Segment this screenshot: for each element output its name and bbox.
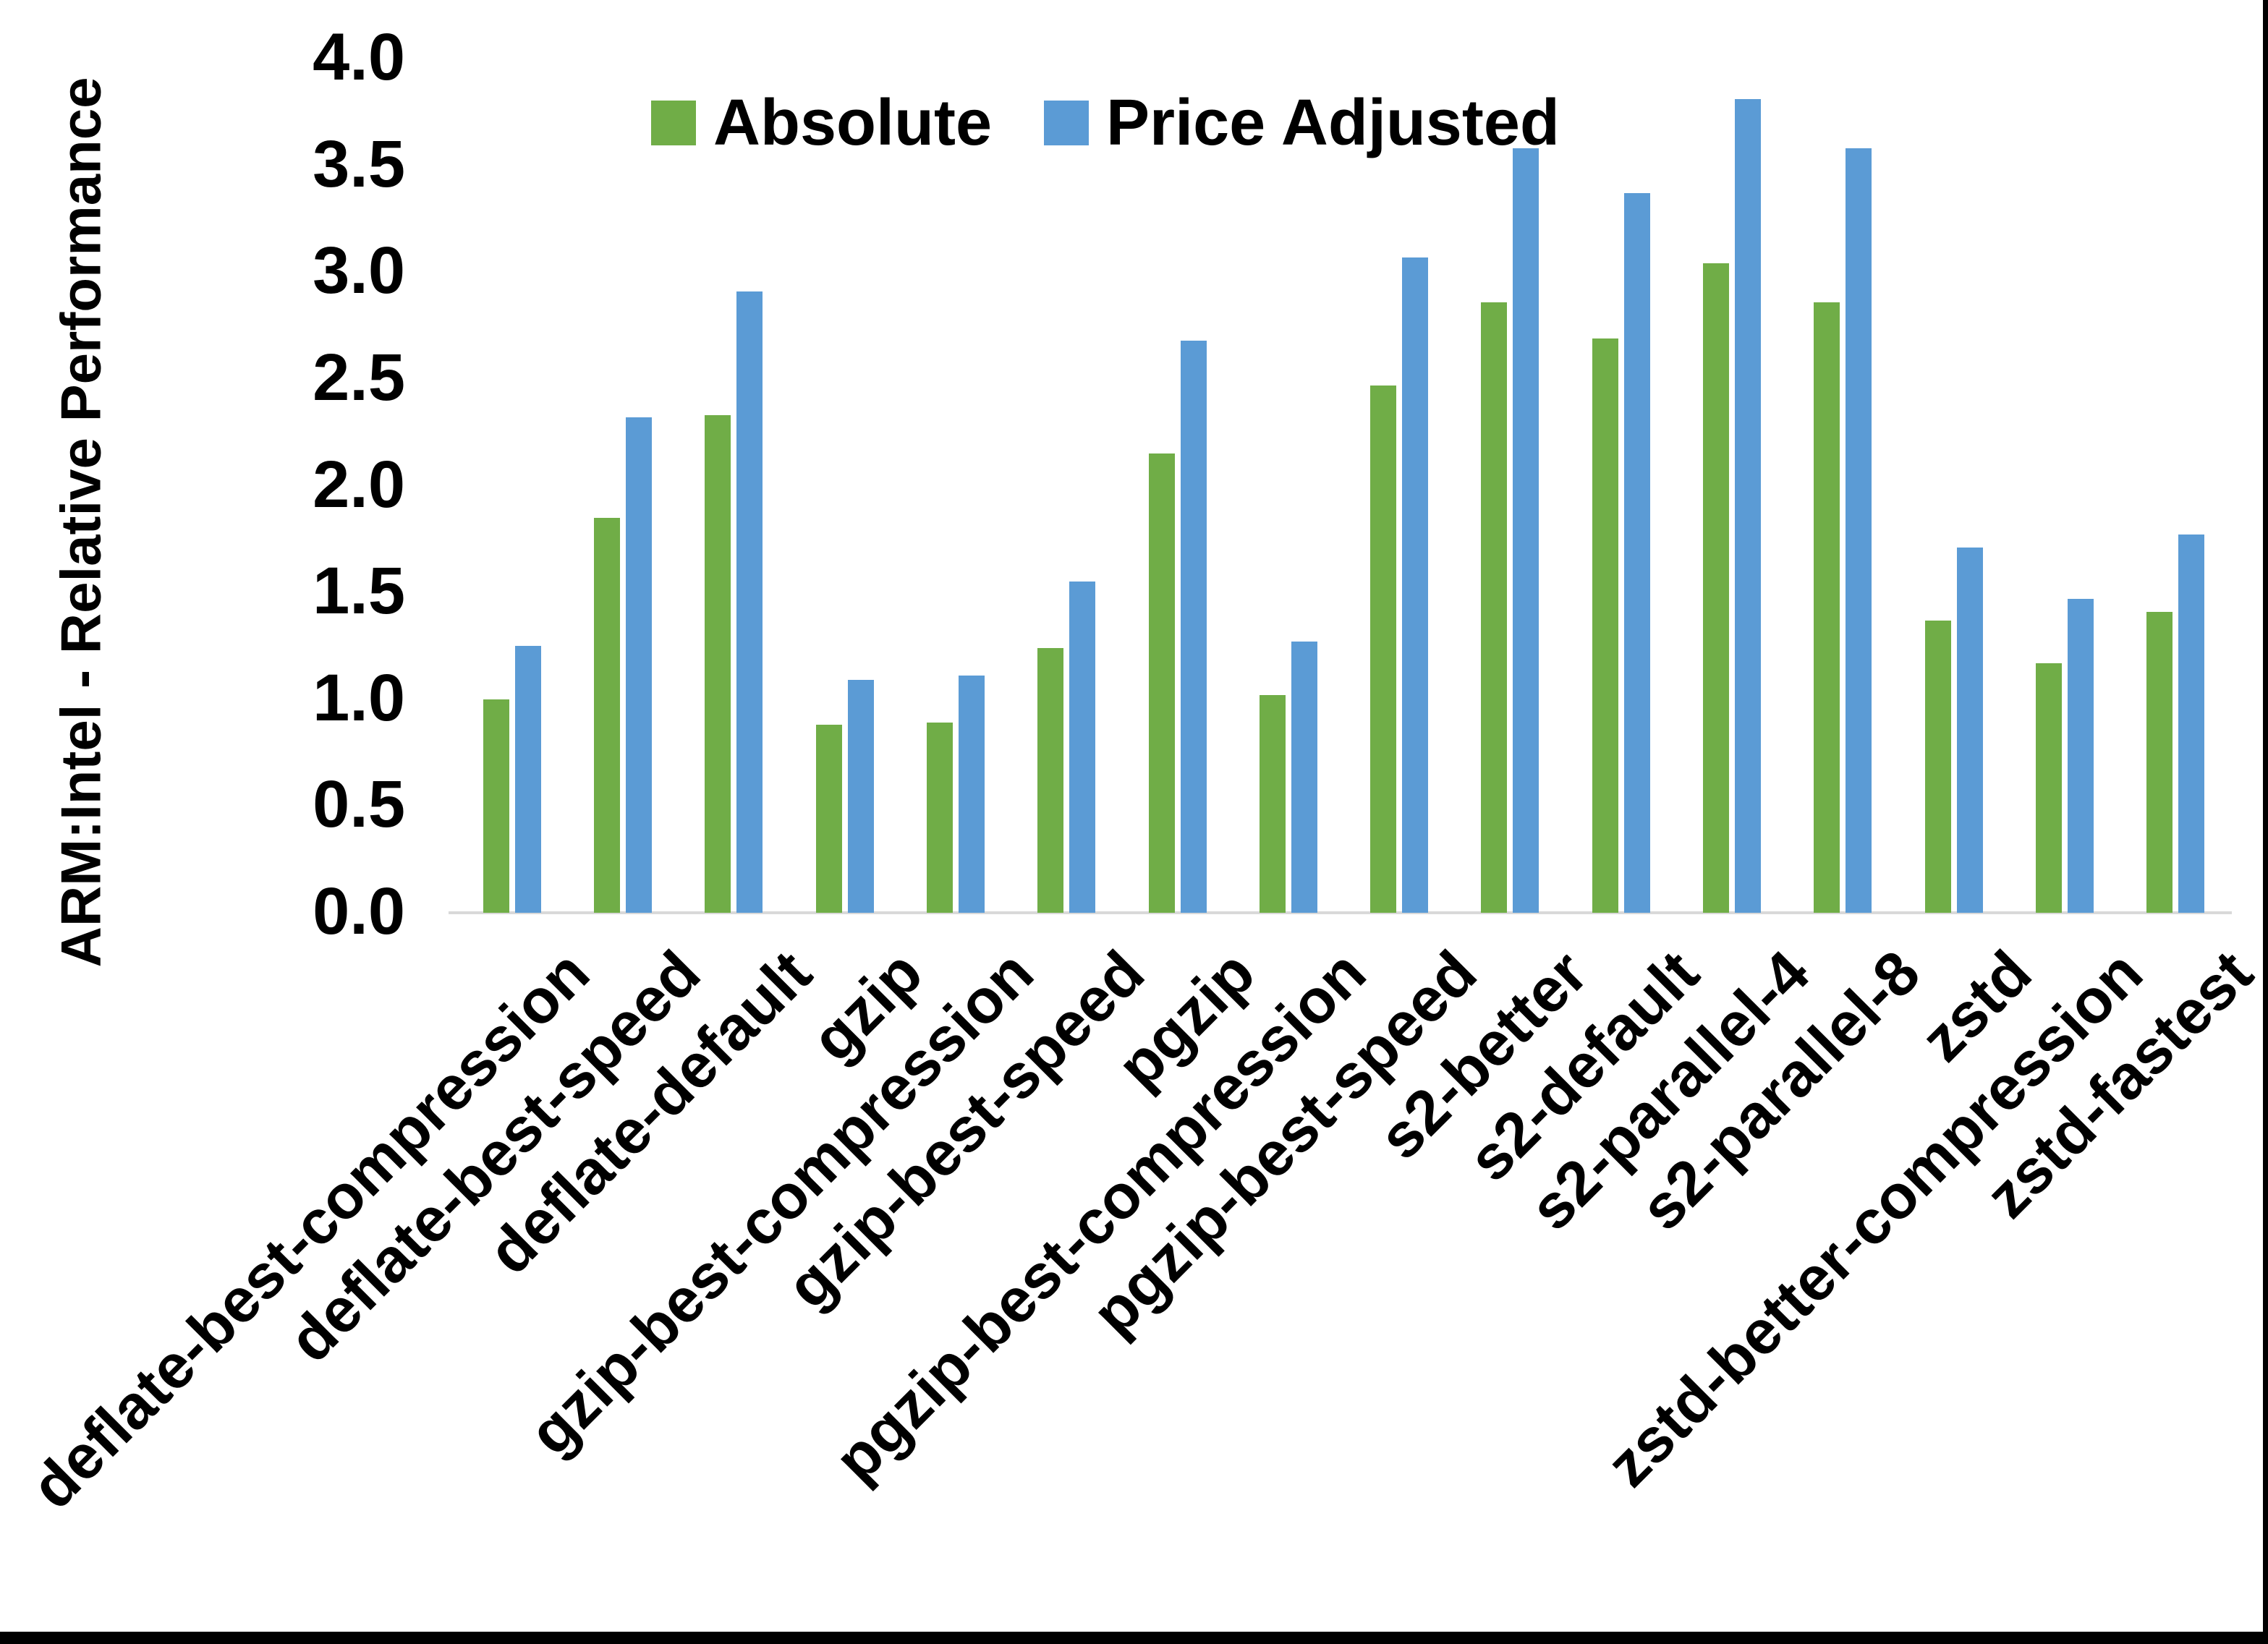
bar-price-adjusted-gzip-best-speed [1069,582,1095,913]
y-axis-tick-label: 2.5 [313,341,405,415]
y-axis-tick-label: 1.0 [313,660,405,735]
legend-item-absolute: Absolute [651,90,992,156]
y-axis-tick-label: 3.0 [313,234,405,308]
bar-absolute-gzip [816,725,842,913]
bar-absolute-s2-parallel-4 [1703,263,1729,913]
bar-absolute-pgzip-best-speed [1370,386,1396,913]
legend-swatch-icon [1044,101,1090,145]
y-axis-tick-label: 0.0 [313,874,405,949]
bar-price-adjusted-zstd-fastest [2178,534,2204,913]
bar-absolute-zstd-better-compression [2036,663,2062,913]
bar-price-adjusted-pgzip [1181,341,1207,913]
bar-absolute-deflate-best-speed [594,518,620,913]
legend-label: Absolute [713,87,993,159]
window-border-bottom [0,1632,2268,1644]
legend-label: Price Adjusted [1106,87,1560,159]
bar-absolute-gzip-best-speed [1037,648,1063,913]
bar-price-adjusted-zstd-better-compression [2068,599,2094,913]
y-axis-title: ARM:Intel - Relative Performance [48,77,113,968]
bar-absolute-pgzip-best-compression [1260,695,1286,913]
y-axis-tick-label: 1.5 [313,554,405,629]
bar-absolute-s2-parallel-8 [1814,302,1840,913]
y-axis-tick-label: 4.0 [313,20,405,95]
legend: Absolute Price Adjusted [651,88,1560,158]
bar-price-adjusted-deflate-best-speed [626,417,652,913]
y-axis-tick-label: 0.5 [313,767,405,842]
bar-absolute-pgzip [1149,453,1175,913]
bar-absolute-s2-better [1481,302,1507,913]
bar-price-adjusted-gzip [848,680,874,913]
bar-price-adjusted-gzip-best-compression [959,676,985,913]
x-axis-line [449,911,2232,914]
bar-price-adjusted-pgzip-best-compression [1291,642,1317,913]
bar-price-adjusted-s2-default [1624,193,1650,913]
bar-price-adjusted-s2-better [1513,148,1539,913]
bar-absolute-deflate-best-compression [483,699,509,913]
bar-absolute-zstd [1925,621,1951,913]
window-border-right [2263,0,2268,1644]
bar-price-adjusted-s2-parallel-8 [1846,148,1872,913]
bar-absolute-gzip-best-compression [927,723,953,913]
y-axis-tick-label: 3.5 [313,127,405,201]
bar-price-adjusted-s2-parallel-4 [1735,99,1761,913]
legend-swatch-icon [651,101,696,145]
bar-absolute-s2-default [1592,338,1618,913]
bar-price-adjusted-pgzip-best-speed [1402,257,1428,913]
y-axis-tick-label: 2.0 [313,447,405,521]
bar-price-adjusted-deflate-best-compression [515,646,541,913]
legend-item-price-adjusted: Price Adjusted [1044,90,1560,156]
bar-absolute-zstd-fastest [2146,612,2173,913]
bar-price-adjusted-zstd [1957,548,1983,913]
bar-absolute-deflate-default [705,415,731,913]
bar-price-adjusted-deflate-default [736,291,763,913]
